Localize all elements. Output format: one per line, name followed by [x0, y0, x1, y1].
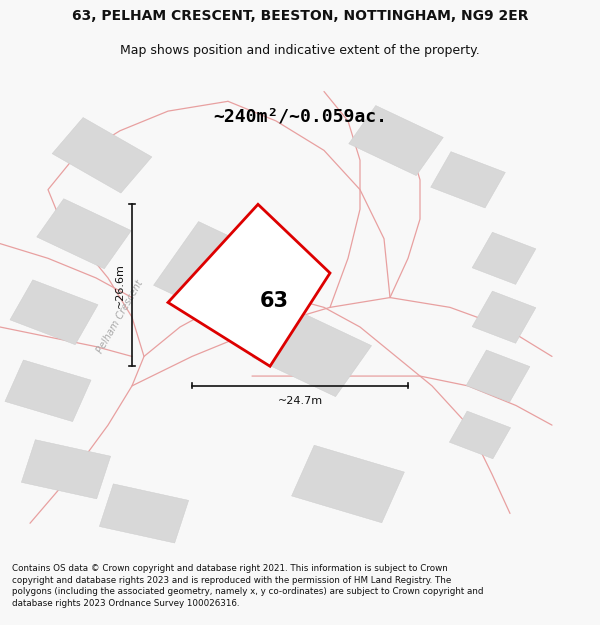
Polygon shape — [472, 291, 536, 343]
Text: 63, PELHAM CRESCENT, BEESTON, NOTTINGHAM, NG9 2ER: 63, PELHAM CRESCENT, BEESTON, NOTTINGHAM… — [72, 9, 528, 22]
Polygon shape — [472, 232, 536, 284]
Polygon shape — [168, 204, 330, 366]
Polygon shape — [253, 306, 371, 397]
Text: 63: 63 — [260, 291, 289, 311]
Text: Contains OS data © Crown copyright and database right 2021. This information is : Contains OS data © Crown copyright and d… — [12, 564, 484, 608]
Polygon shape — [10, 280, 98, 345]
Polygon shape — [154, 221, 302, 334]
Text: ~24.7m: ~24.7m — [277, 396, 323, 406]
Polygon shape — [5, 360, 91, 422]
Polygon shape — [292, 445, 404, 522]
Polygon shape — [466, 350, 530, 402]
Polygon shape — [431, 152, 505, 208]
Polygon shape — [37, 199, 131, 269]
Text: ~26.6m: ~26.6m — [115, 263, 125, 308]
Polygon shape — [449, 411, 511, 459]
Polygon shape — [349, 106, 443, 176]
Text: Map shows position and indicative extent of the property.: Map shows position and indicative extent… — [120, 44, 480, 57]
Polygon shape — [100, 484, 188, 543]
Polygon shape — [52, 118, 152, 193]
Polygon shape — [22, 440, 110, 499]
Text: ~240m²/~0.059ac.: ~240m²/~0.059ac. — [213, 107, 387, 125]
Text: Pelham Crescent: Pelham Crescent — [95, 279, 145, 356]
